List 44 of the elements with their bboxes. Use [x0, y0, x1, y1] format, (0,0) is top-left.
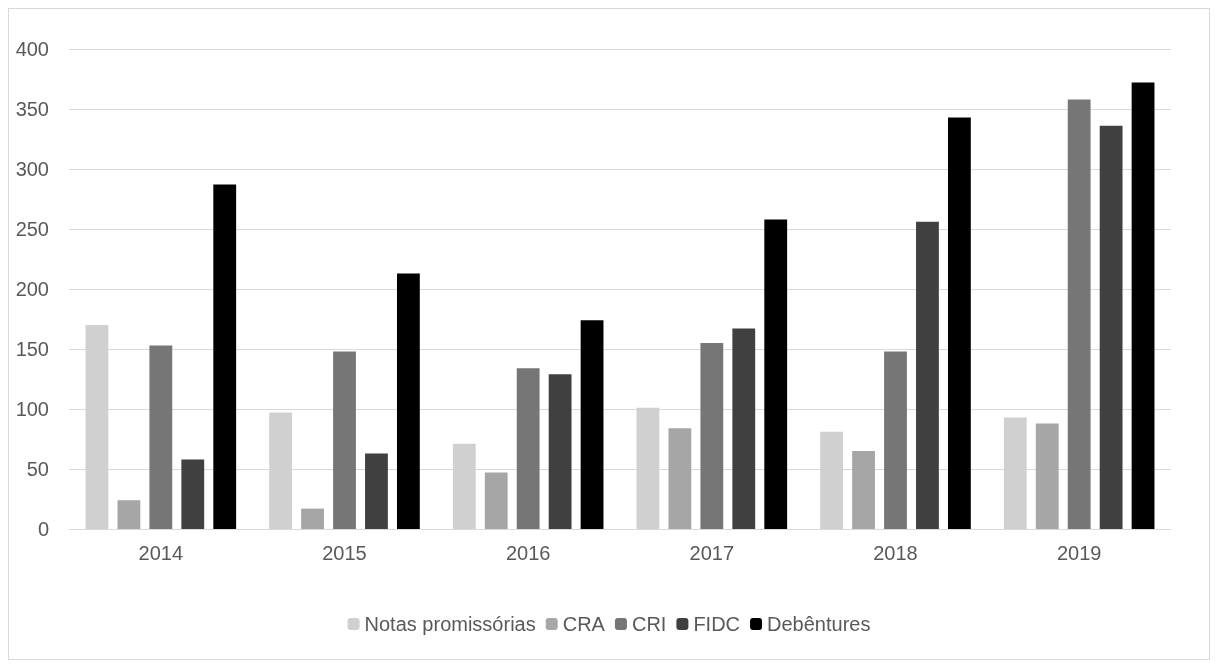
- bar: [580, 320, 604, 529]
- bar: [732, 328, 756, 529]
- legend-label: CRA: [562, 613, 606, 635]
- y-tick-label: 150: [15, 338, 49, 360]
- bar: [1099, 125, 1123, 529]
- x-tick-label: 2015: [322, 542, 367, 564]
- bar: [764, 219, 788, 529]
- bar: [548, 374, 572, 529]
- bar: [516, 368, 540, 529]
- bar: [916, 221, 939, 529]
- legend-label: CRI: [631, 613, 667, 635]
- y-tick-label: 50: [26, 458, 49, 480]
- x-tick-label: 2016: [505, 542, 551, 564]
- legend-label: Notas promissórias: [364, 613, 536, 635]
- bar: [301, 508, 324, 529]
- bar: [947, 117, 971, 529]
- bar: [668, 428, 692, 529]
- bar: [1131, 82, 1155, 529]
- bar: [884, 351, 907, 529]
- bar: [700, 343, 724, 529]
- bar: [852, 451, 875, 529]
- bar: [213, 184, 237, 529]
- y-tick-label: 400: [15, 38, 49, 60]
- bar: [1035, 423, 1059, 529]
- x-tick-label: 2017: [689, 542, 735, 564]
- bar: [396, 273, 420, 529]
- bar: [365, 453, 388, 529]
- y-tick-label: 350: [15, 98, 49, 120]
- legend-label: FIDC: [693, 613, 741, 635]
- y-tick-label: 200: [15, 278, 49, 300]
- x-tick-label: 2019: [1056, 542, 1102, 564]
- y-tick-label: 300: [15, 158, 49, 180]
- legend-label: Debêntures: [767, 613, 871, 635]
- y-tick-label: 0: [37, 518, 49, 540]
- bar: [149, 345, 173, 529]
- y-tick-label: 100: [15, 398, 49, 420]
- x-tick-label: 2014: [138, 542, 184, 564]
- bar: [333, 351, 356, 529]
- x-tick-label: 2018: [873, 542, 918, 564]
- y-tick-label: 250: [15, 218, 49, 240]
- bar: [1067, 99, 1091, 529]
- bar: [117, 500, 141, 529]
- bar: [181, 459, 205, 529]
- bar: [484, 472, 508, 529]
